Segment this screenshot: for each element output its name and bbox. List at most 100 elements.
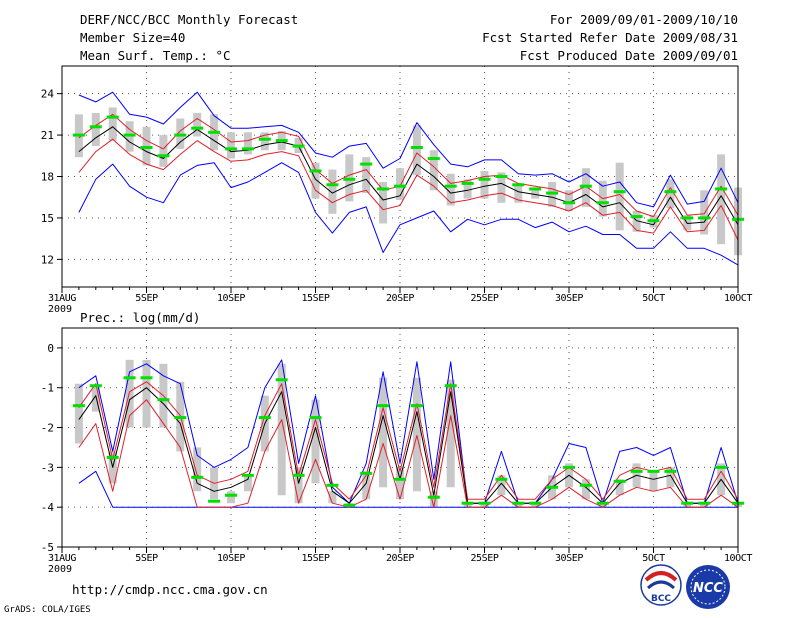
prec-spread-bar: [480, 503, 489, 508]
produced-date: Fcst Produced Date 2009/09/01: [519, 48, 738, 63]
temp-obs-marker: [715, 187, 728, 191]
source-url[interactable]: http://cmdp.ncc.cma.gov.cn: [72, 582, 268, 597]
temp-obs-marker: [292, 144, 305, 148]
temp-spread-bar: [379, 182, 388, 224]
prec-obs-marker: [715, 465, 728, 469]
temp-spread-bar: [531, 187, 540, 199]
temp-obs-marker: [546, 191, 559, 195]
temp-spread-bar: [227, 132, 235, 159]
prec-ytick-label: -1: [41, 382, 54, 395]
temp-spread-bar: [565, 190, 573, 212]
temp-obs-marker: [326, 183, 339, 187]
temp-spread-bar: [615, 162, 624, 231]
temp-spread-bar: [632, 211, 641, 232]
temp-lower-band-line: [78, 138, 739, 241]
prec-obs-marker: [377, 404, 390, 408]
temp-ytick-label: 12: [41, 253, 54, 266]
temp-obs-marker: [377, 187, 390, 191]
temp-spread-bar: [328, 169, 337, 214]
temp-ytick-label: 24: [41, 88, 55, 101]
temp-obs-marker: [394, 184, 406, 188]
temp-spread-bar: [362, 157, 371, 194]
prec-spread-bar: [227, 491, 235, 504]
prec-spread-bar: [243, 475, 252, 492]
temp-obs-marker: [427, 157, 440, 161]
temp-obs-marker: [596, 201, 609, 205]
temp-mean-line: [78, 126, 739, 226]
prec-spread-bar: [74, 383, 83, 444]
temp-obs-marker: [664, 190, 677, 194]
member-size: Member Size=40: [80, 30, 186, 45]
temp-obs-marker: [495, 175, 508, 178]
temp-spread-bar: [463, 179, 472, 199]
temp-lower-envelope-line: [78, 162, 739, 266]
prec-spread-bar: [446, 379, 455, 488]
prec-obs-marker: [394, 477, 406, 481]
temp-spread-bar: [311, 162, 320, 199]
prec-xtick-label: 25SEP: [470, 553, 498, 564]
prec-upper-band-line: [78, 381, 739, 500]
temp-obs-marker: [309, 169, 322, 173]
temp-obs-marker: [681, 216, 694, 220]
temp-obs-marker: [478, 177, 491, 181]
prec-obs-marker: [579, 483, 592, 487]
prec-ytick-label: -5: [41, 541, 54, 554]
prec-spread-bar: [598, 503, 607, 508]
temp-spread-bar: [429, 150, 438, 191]
prec-spread-bar: [396, 467, 404, 500]
temp-obs-marker: [579, 184, 592, 188]
temp-spread-bar: [243, 132, 252, 155]
temp-upper-envelope-line: [78, 91, 739, 208]
prec-spread-bar: [649, 471, 658, 492]
chart-title: DERF/NCC/BCC Monthly Forecast: [80, 12, 299, 27]
prec-spread-bar: [581, 479, 590, 500]
prec-obs-marker: [208, 499, 221, 503]
temp-obs-marker: [410, 145, 423, 149]
prec-spread-bar: [531, 503, 540, 508]
prec-spread-bar: [666, 467, 675, 488]
temp-xtick-label: 5SEP: [135, 293, 158, 304]
prec-spread-bar: [311, 399, 320, 484]
temp-obs-marker: [72, 133, 85, 137]
temp-ytick-label: 21: [41, 129, 54, 142]
prec-ytick-label: -3: [41, 461, 54, 474]
temp-xtick-label: 10SEP: [217, 293, 245, 304]
prec-ytick-label: -2: [41, 422, 54, 435]
temp-spread-bar: [91, 112, 100, 147]
prec-ytick-label: 0: [47, 342, 54, 355]
prec-spread-bar: [683, 503, 692, 508]
temp-obs-marker: [444, 184, 457, 188]
temp-spread-bar: [514, 186, 523, 203]
temp-obs-marker: [275, 139, 288, 143]
temp-obs-marker: [698, 216, 711, 220]
prec-year-label: 2009: [48, 564, 72, 575]
temp-spread-bar: [446, 173, 455, 206]
temp-obs-marker: [225, 147, 237, 151]
temp-obs-marker: [461, 181, 474, 185]
prec-obs-marker: [292, 473, 305, 477]
temp-spread-bar: [193, 112, 202, 137]
ncc-logo-text: NCC: [693, 581, 723, 596]
prec-obs-marker: [546, 485, 559, 489]
bcc-logo-text: BCC: [651, 594, 671, 604]
temp-spread-bar: [412, 125, 421, 176]
prec-obs-marker: [461, 501, 474, 505]
temp-obs-marker: [174, 133, 187, 137]
prec-spread-bar: [91, 385, 100, 412]
prec-obs-marker: [225, 493, 237, 497]
forecast-period: For 2009/09/01-2009/10/10: [549, 12, 738, 27]
prec-obs-marker: [444, 384, 457, 388]
prec-panel-title: Prec.: log(mm/d): [80, 310, 200, 325]
prec-obs-marker: [343, 503, 356, 507]
grads-credit: GrADS: COLA/IGES: [4, 605, 91, 615]
bcc-logo-arc-red: [644, 571, 678, 582]
ncc-logo-icon: [686, 565, 730, 609]
temp-spread-bar: [717, 154, 726, 245]
temp-obs-marker: [258, 137, 271, 141]
temp-obs-marker: [613, 190, 626, 194]
temp-obs-marker: [343, 177, 356, 181]
prec-xtick-label: 15SEP: [301, 553, 329, 564]
temp-xtick-label: 20SEP: [386, 293, 414, 304]
prec-obs-marker: [647, 469, 660, 473]
prec-obs-marker: [529, 501, 542, 505]
